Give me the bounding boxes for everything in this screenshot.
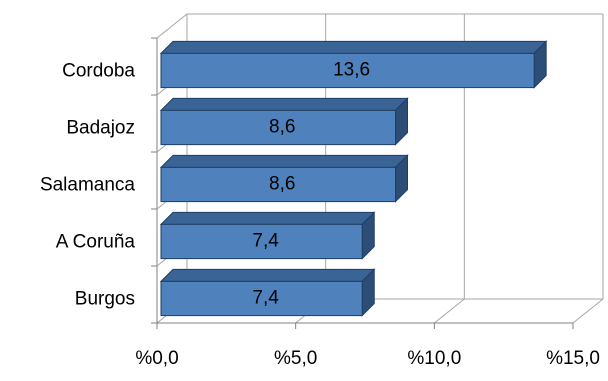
floor-gridline-2 (434, 298, 465, 324)
bar-top-face (159, 211, 376, 225)
bar-layer (159, 40, 548, 317)
label-layer: %0,0 %5,0 %10,0 %15,0 Cordoba 13,6 Badajoz 8,6 S… (40, 60, 600, 370)
x-tick-label-3: %15,0 (546, 348, 600, 369)
data-label-1: 8,6 (269, 117, 295, 138)
bar-front-face (160, 52, 535, 89)
bar-front-face (160, 223, 363, 260)
bar-top-face (159, 97, 409, 111)
category-label-4: Burgos (75, 289, 135, 310)
left-wall-top-edge (156, 13, 188, 39)
bar-front-face (160, 109, 397, 146)
bar-2 (159, 154, 409, 203)
bar-top-face (159, 40, 548, 54)
data-label-4: 7,4 (252, 288, 279, 309)
data-label-0: 13,6 (333, 60, 370, 81)
x-tick-label-2: %10,0 (407, 348, 461, 369)
floor-gridline-3 (572, 298, 604, 324)
bar-0 (159, 40, 548, 89)
category-label-1: Badajoz (66, 118, 135, 139)
bar-front-face (160, 166, 397, 203)
x-tick-label-0: %0,0 (135, 348, 178, 369)
bar-4 (159, 268, 376, 317)
category-label-0: Cordoba (62, 61, 135, 82)
bar-top-face (159, 154, 409, 168)
category-label-3: A Coruña (56, 232, 136, 253)
bar-3 (159, 211, 376, 260)
category-label-2: Salamanca (40, 175, 135, 196)
data-label-3: 7,4 (252, 231, 279, 252)
x-tick-label-1: %5,0 (274, 348, 317, 369)
bar-front-face (160, 280, 363, 317)
bar-1 (159, 97, 409, 146)
bar-top-face (159, 268, 376, 282)
data-label-2: 8,6 (269, 174, 295, 195)
